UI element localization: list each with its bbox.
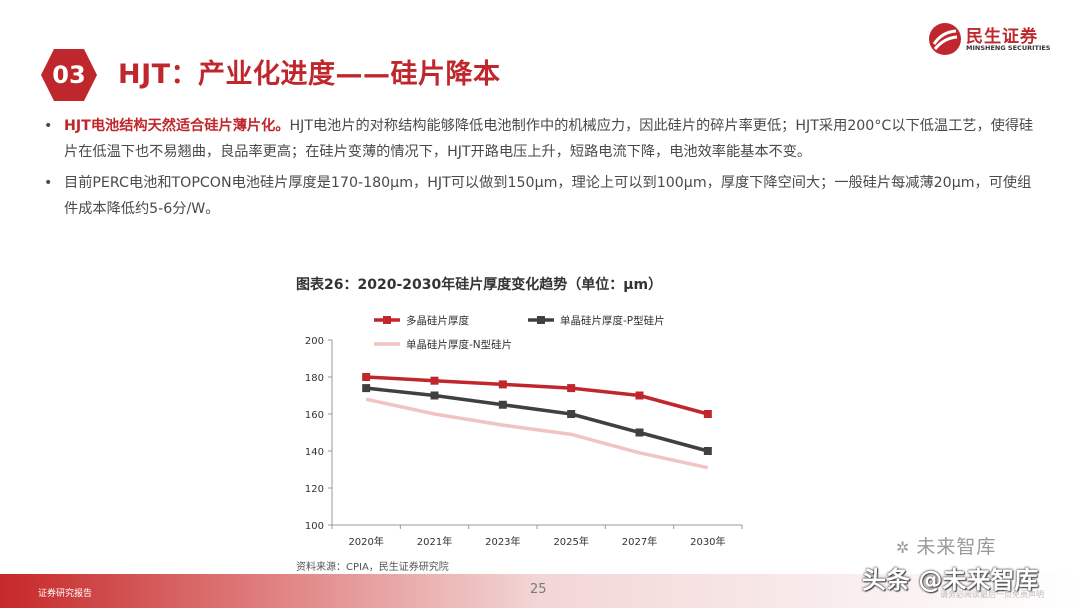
- legend-label: 单晶硅片厚度-P型硅片: [560, 314, 665, 327]
- bullet-dot: •: [44, 118, 53, 134]
- watermark-brand: ✲ 未来智库: [896, 536, 997, 558]
- footer-label: 证券研究报告: [38, 589, 93, 599]
- chart-title: 图表26：2020-2030年硅片厚度变化趋势（单位：μm）: [296, 277, 663, 293]
- section-badge: 03: [40, 48, 98, 102]
- y-tick-label: 200: [305, 336, 324, 347]
- hexagon-icon: [41, 49, 97, 101]
- logo-text-en: MINSHENG SECURITIES: [966, 44, 1051, 52]
- x-tick-label: 2020年: [348, 535, 383, 548]
- watermark-main: 头条 @未来智库: [862, 566, 1039, 594]
- disclaimer-note: 请务必阅读最后一页免责声明: [940, 590, 1044, 599]
- data-point: [430, 391, 439, 400]
- legend-label: 单晶硅片厚度-N型硅片: [406, 338, 512, 351]
- data-point: [567, 410, 576, 418]
- series-line-2: [365, 397, 709, 470]
- data-point: [635, 428, 644, 437]
- thickness-line-chart: 100 120 140 160 180 200 2020年 2021年 2023年 2025年 20…: [305, 314, 743, 548]
- legend-marker: [537, 316, 545, 324]
- x-tick-label: 2025年: [553, 535, 588, 548]
- footer-band: [0, 574, 1080, 608]
- data-point: [635, 391, 644, 400]
- legend-marker: [383, 316, 391, 324]
- data-point: [567, 384, 576, 393]
- y-tick-label: 100: [305, 521, 324, 532]
- y-tick-label: 160: [305, 410, 324, 421]
- bullet-list: • HJT电池结构天然适合硅片薄片化。HJT电池片的对称结构能够降低电池制作中的…: [44, 114, 1044, 228]
- minsheng-logo-icon: [929, 23, 961, 55]
- x-tick-label: 2023年: [485, 535, 520, 548]
- series-line-1: [365, 386, 709, 453]
- y-tick-label: 120: [305, 484, 324, 495]
- y-tick-label: 140: [305, 447, 324, 458]
- data-point: [703, 410, 712, 418]
- data-point: [498, 380, 507, 389]
- section-number: 03: [52, 61, 86, 89]
- logo-text-cn: 民生证券: [966, 27, 1038, 47]
- x-tick-label: 2030年: [690, 535, 725, 548]
- data-point: [362, 373, 371, 381]
- series-line-0: [366, 375, 709, 416]
- company-logo: 民生证券 MINSHENG SECURITIES: [928, 22, 1058, 58]
- data-point: [498, 400, 507, 409]
- y-tick-label: 180: [305, 373, 324, 384]
- data-point: [703, 447, 712, 455]
- bullet-text: 目前PERC电池和TOPCON电池硅片厚度是170-180μm，HJT可以做到1…: [64, 175, 1032, 217]
- page-number: 25: [530, 582, 547, 597]
- data-point: [362, 384, 371, 393]
- page-title: HJT：产业化进度——硅片降本: [118, 59, 501, 90]
- legend-label: 多晶硅片厚度: [406, 314, 469, 327]
- x-tick-label: 2021年: [417, 535, 452, 548]
- bullet-item: • 目前PERC电池和TOPCON电池硅片厚度是170-180μm，HJT可以做…: [44, 171, 1044, 222]
- bullet-item: • HJT电池结构天然适合硅片薄片化。HJT电池片的对称结构能够降低电池制作中的…: [44, 114, 1044, 165]
- bullet-lead: HJT电池结构天然适合硅片薄片化。: [64, 118, 290, 134]
- data-point: [430, 376, 439, 385]
- source-note: 资料来源：CPIA，民生证券研究院: [296, 562, 449, 573]
- bullet-text: HJT电池片的对称结构能够降低电池制作中的机械应力，因此硅片的碎片率更低；HJT…: [64, 118, 1034, 160]
- bullet-dot: •: [44, 175, 53, 191]
- wechat-icon: ✲: [896, 538, 911, 557]
- x-tick-label: 2027年: [622, 535, 657, 548]
